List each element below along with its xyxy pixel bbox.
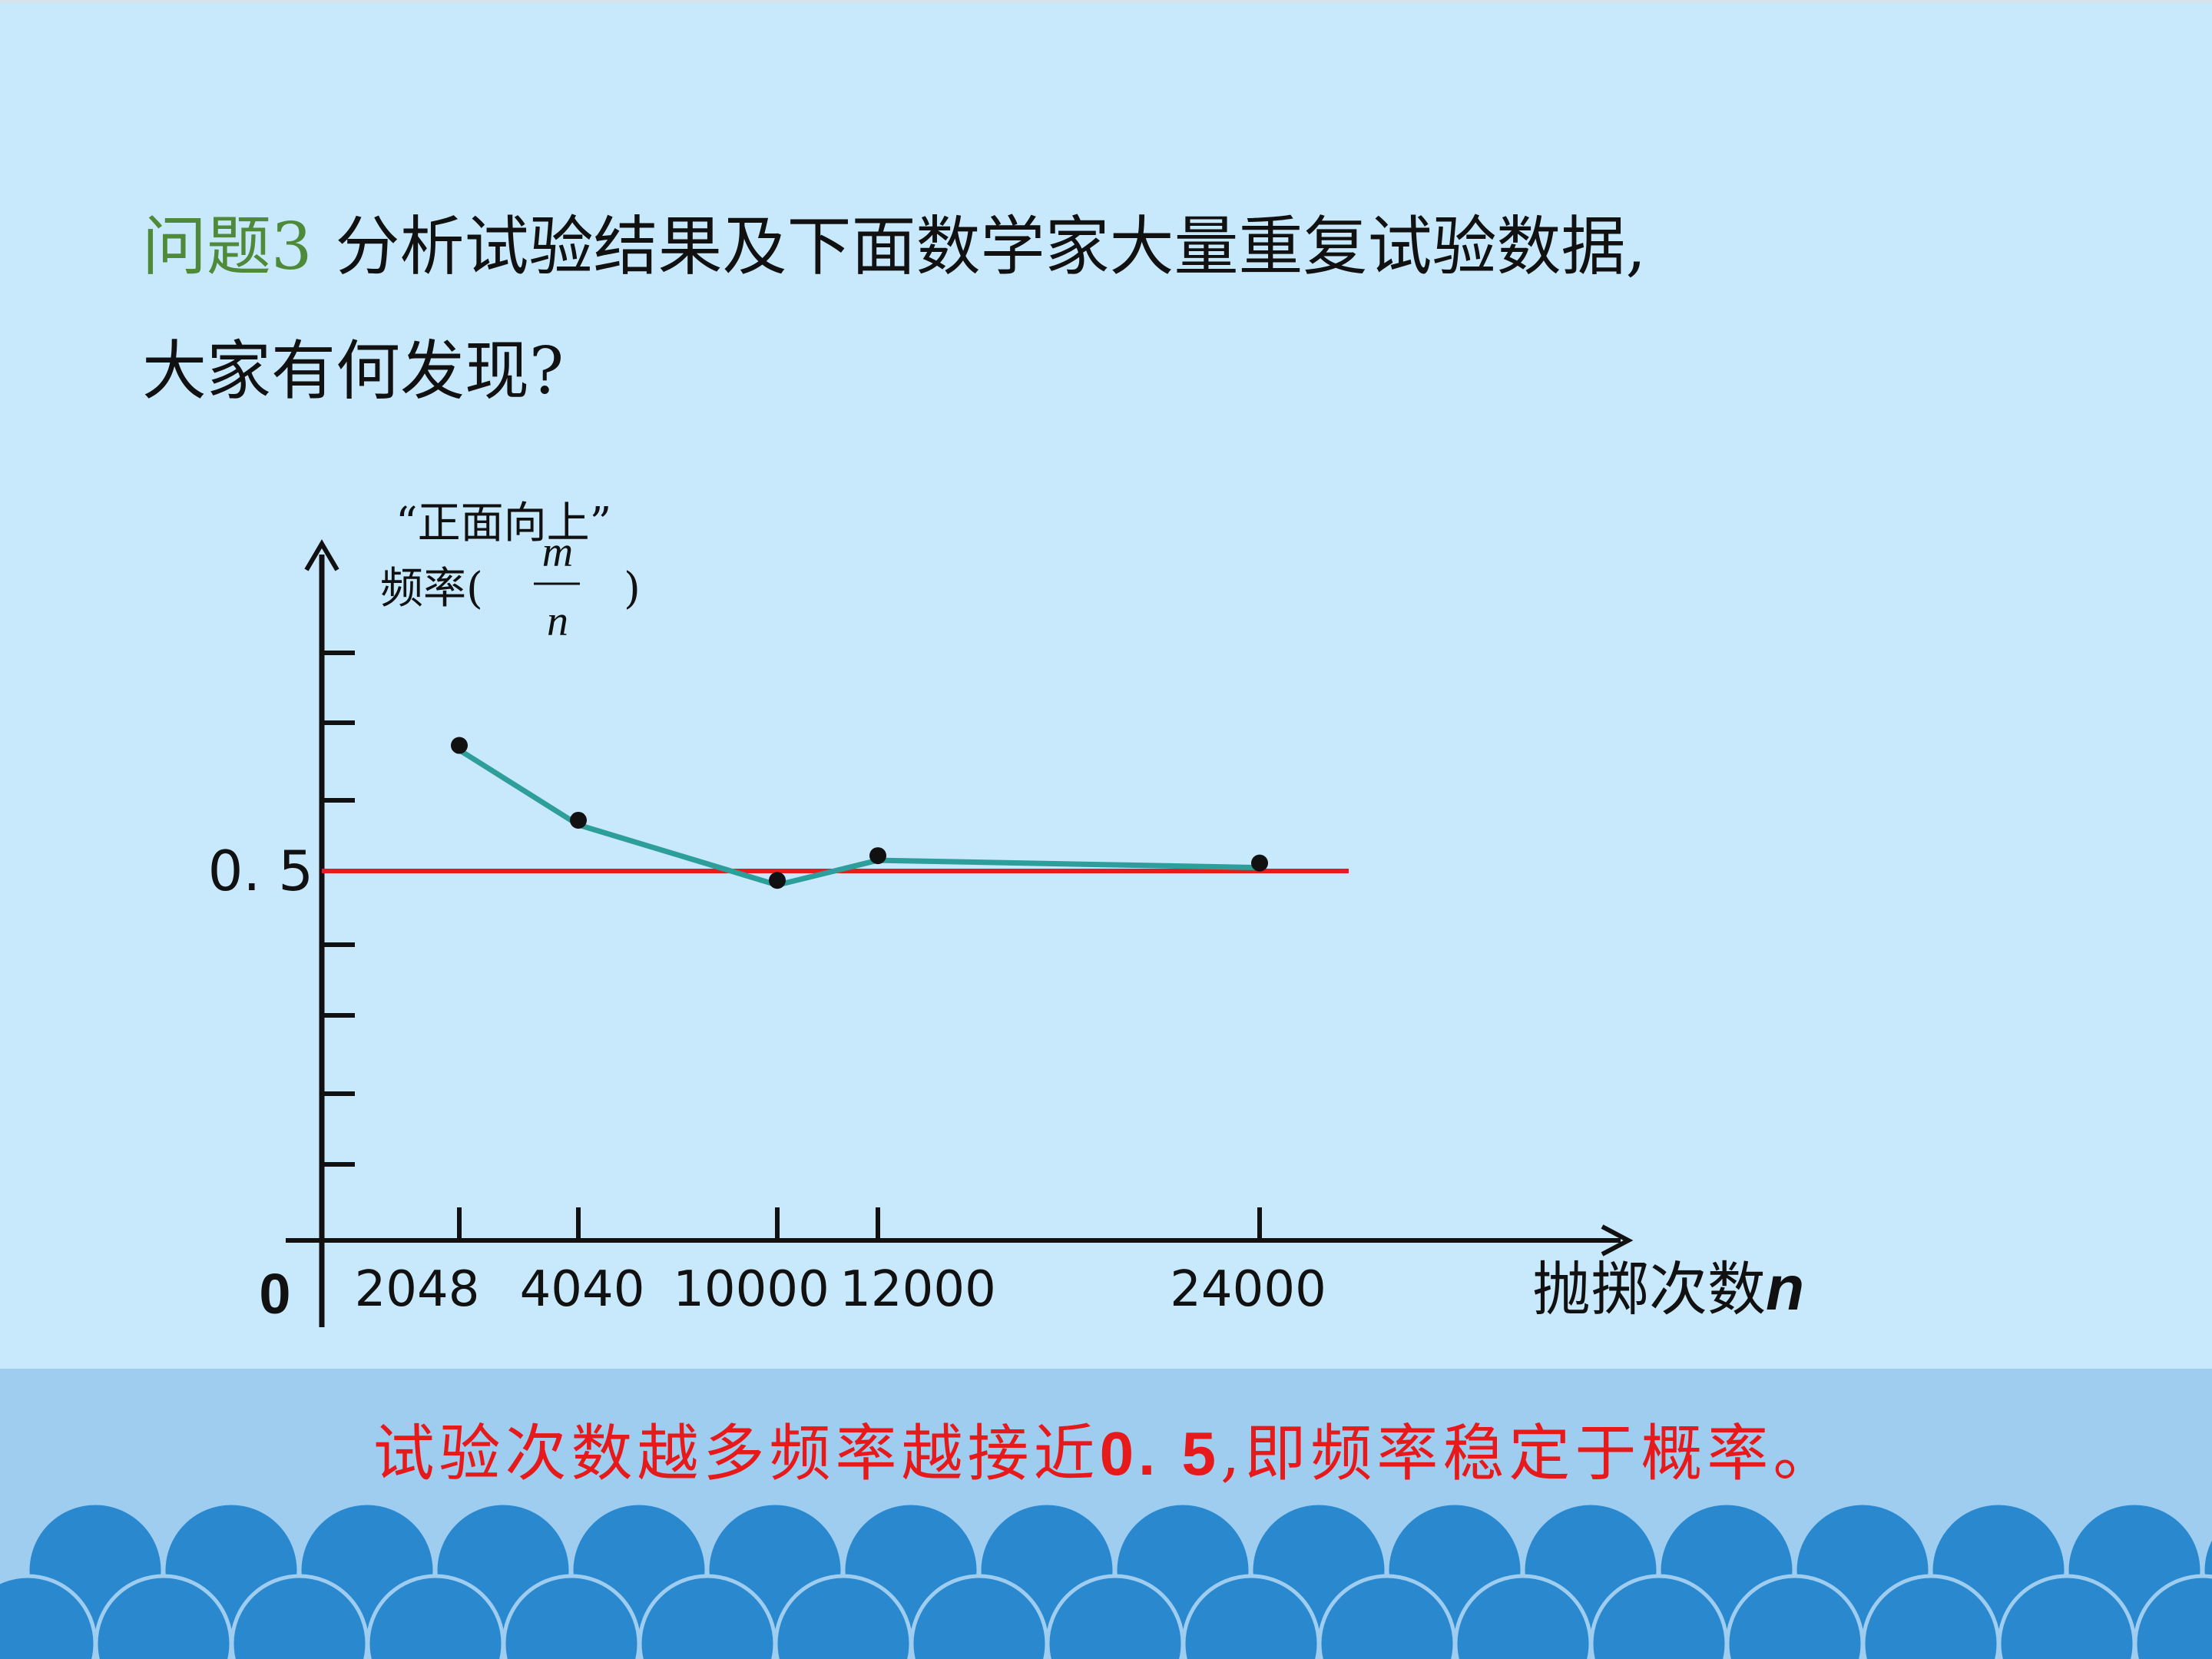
question-line-1-text: 分析试验结果及下面数学家大量重复试验数据, — [335, 209, 1647, 284]
y-axis-title-prefix: 频率( — [380, 564, 483, 614]
wave-scallop — [2133, 1574, 2212, 1659]
y-axis-arrow — [304, 539, 339, 571]
x-axis-title-text: 抛掷次数 — [1532, 1255, 1766, 1323]
conclusion-text: 试验次数越多频率越接近0. 5,即频率稳定于概率。 — [0, 1404, 2212, 1493]
x-axis-arrow — [1601, 1224, 1634, 1257]
question-line-1: 问题3 分析试验结果及下面数学家大量重复试验数据, — [142, 184, 2139, 309]
data-point — [869, 847, 886, 865]
conclusion-part-a: 试验次数越多频率越接近 — [373, 1418, 1100, 1489]
frequency-chart: “正面向上” 频率( m n ) 0 0. 5 抛掷次数n 2048 4040 10… — [208, 498, 1804, 1327]
y-ticks — [322, 651, 355, 1167]
wave-decoration — [0, 1501, 2212, 1659]
data-markers — [451, 737, 1268, 889]
data-point — [769, 872, 786, 889]
data-point — [451, 737, 468, 754]
x-tick-label: 24000 — [1170, 1261, 1326, 1318]
x-tick-label: 2048 — [355, 1261, 480, 1318]
reference-line-label: 0. 5 — [208, 839, 313, 903]
question-label: 问题3 — [142, 209, 313, 284]
x-tick-label: 4040 — [520, 1261, 645, 1318]
conclusion-number: 0. 5 — [1099, 1419, 1220, 1488]
x-tick-label: 10000 — [673, 1261, 830, 1318]
data-point — [570, 811, 587, 829]
question-line-2: 大家有何发现? — [142, 333, 565, 409]
x-tick-labels: 2048 4040 10000 12000 24000 — [355, 1261, 1326, 1318]
top-strip — [0, 0, 2212, 3]
y-axis-title-line1: “正面向上” — [396, 498, 611, 548]
y-axis-title-denominator: n — [547, 598, 568, 645]
y-axis-title-numerator: m — [542, 528, 573, 576]
origin-label: 0 — [259, 1262, 290, 1326]
x-axis-title: 抛掷次数n — [1532, 1253, 1804, 1323]
x-tick-label: 12000 — [839, 1261, 996, 1318]
data-point — [1251, 854, 1268, 872]
x-axis-title-var: n — [1766, 1253, 1804, 1323]
x-ticks — [457, 1207, 1262, 1240]
question-text: 问题3 分析试验结果及下面数学家大量重复试验数据, 大家有何发现? — [142, 184, 2139, 433]
y-axis-title-suffix: ) — [624, 564, 641, 614]
conclusion-part-b: ,即频率稳定于概率。 — [1220, 1418, 1839, 1489]
